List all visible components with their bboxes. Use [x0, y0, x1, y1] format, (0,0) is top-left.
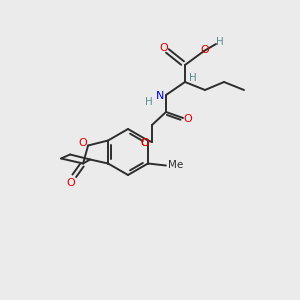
Text: H: H: [145, 97, 153, 107]
Text: H: H: [189, 73, 197, 83]
Text: O: O: [79, 137, 88, 148]
Text: N: N: [156, 91, 164, 101]
Text: H: H: [216, 37, 224, 47]
Text: O: O: [67, 178, 76, 188]
Text: O: O: [184, 114, 192, 124]
Text: O: O: [141, 138, 149, 148]
Text: Me: Me: [168, 160, 184, 170]
Text: O: O: [201, 45, 209, 55]
Text: O: O: [160, 43, 168, 53]
Text: O: O: [141, 138, 149, 148]
